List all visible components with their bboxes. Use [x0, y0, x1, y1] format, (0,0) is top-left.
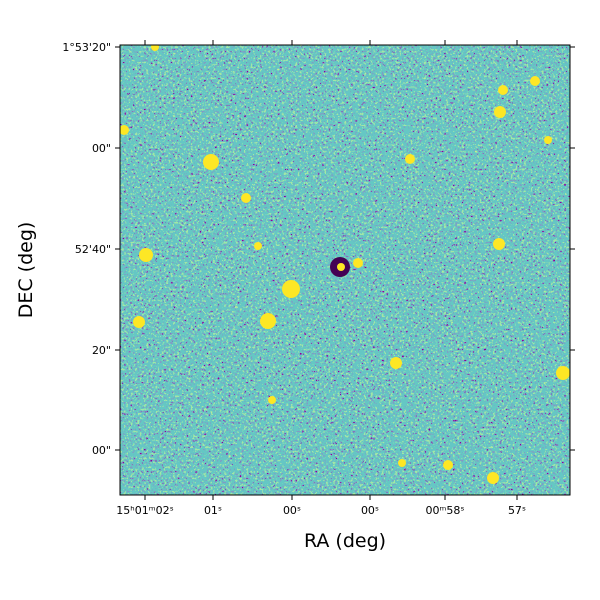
- x-axis-label: RA (deg): [304, 530, 386, 552]
- axes-frame: [119, 44, 571, 496]
- x-tick-label: 00ᵐ58ˢ: [426, 504, 465, 517]
- x-tick-label: 00ˢ: [361, 504, 379, 517]
- y-tick-label: 20": [92, 344, 111, 357]
- x-tick-label: 01ˢ: [204, 504, 222, 517]
- x-tick-label: 57ˢ: [508, 504, 526, 517]
- sources: [120, 45, 570, 484]
- y-tick-label: 00": [92, 142, 111, 155]
- x-tick-label: 00ˢ: [283, 504, 301, 517]
- y-tick-label: 00": [92, 444, 111, 457]
- y-axis-label: DEC (deg): [15, 222, 37, 319]
- y-tick-label: 52'40": [75, 243, 111, 256]
- x-tick-label: 15ʰ01ᵐ02ˢ: [116, 504, 173, 517]
- y-tick-label: 1°53'20": [62, 41, 111, 54]
- sky-image: [120, 45, 570, 495]
